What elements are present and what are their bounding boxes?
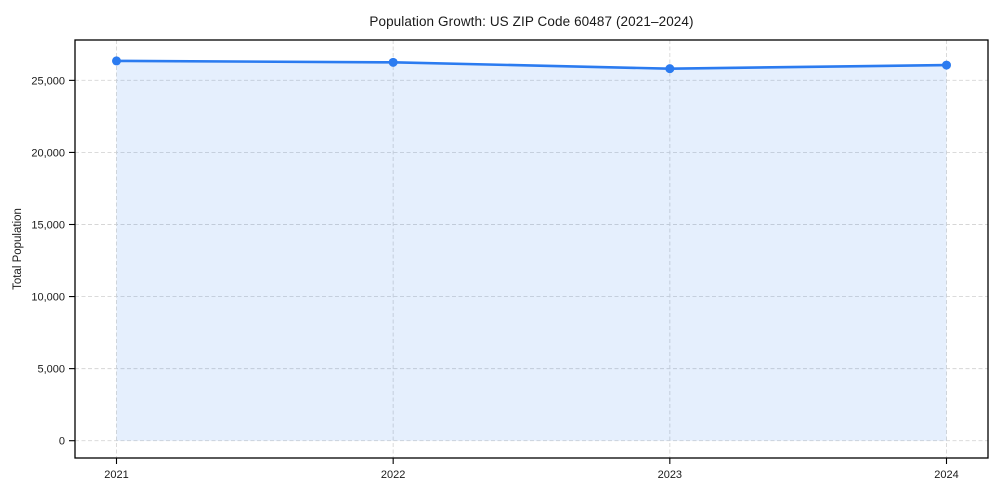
data-point	[388, 57, 398, 67]
x-tick-label: 2022	[381, 469, 405, 481]
y-axis-label: Total Population	[12, 208, 24, 290]
y-tick-label: 10,000	[31, 292, 65, 304]
y-tick-label: 20,000	[31, 147, 65, 159]
plot-border	[74, 39, 989, 459]
trend-line	[115, 59, 948, 70]
data-point	[665, 64, 675, 74]
y-tick-label: 5,000	[37, 364, 65, 376]
y-tick-label: 15,000	[31, 219, 65, 231]
data-point	[112, 56, 121, 66]
y-tick-label: 25,000	[31, 75, 65, 87]
chart-title: Population Growth: US ZIP Code 60487 (20…	[369, 14, 694, 29]
y-tick-label: 0	[59, 436, 65, 448]
area-fill	[116, 60, 947, 441]
data-point	[942, 60, 951, 70]
x-tick-label: 2021	[104, 469, 128, 481]
x-tick-label: 2023	[658, 469, 682, 481]
x-tick-label: 2024	[934, 469, 958, 481]
